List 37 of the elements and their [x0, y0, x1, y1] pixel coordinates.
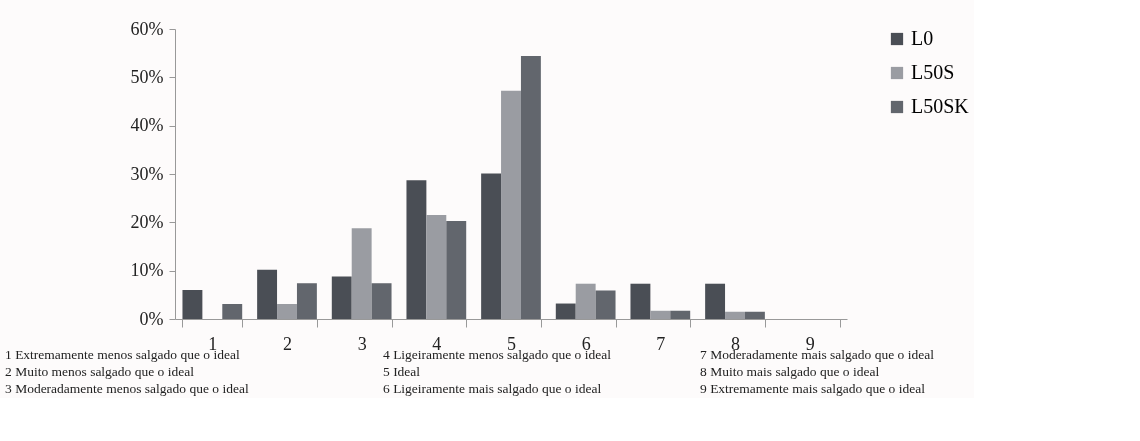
y-tick-label: 60%	[130, 18, 164, 39]
x-tick-label: 9	[805, 333, 815, 354]
text: 2 Muito menos salgado que o ideal	[5, 364, 195, 379]
text: 8 Muito mais salgado que o ideal	[700, 364, 880, 379]
y-tick-label: 20%	[130, 211, 164, 232]
bar	[406, 180, 427, 319]
x-tick-label: 5	[507, 333, 516, 354]
bar	[595, 290, 616, 319]
y-tick-label: 40%	[130, 115, 164, 136]
bar	[744, 311, 765, 319]
bar	[182, 290, 203, 319]
bar	[481, 173, 502, 319]
y-tick-label: 30%	[130, 163, 164, 184]
x-tick-label: 7	[656, 333, 666, 354]
y-tick-label: 10%	[130, 260, 164, 281]
bar	[705, 283, 726, 319]
text: 9 Extremamente mais salgado que o ideal	[700, 381, 926, 396]
legend-label: L0	[911, 27, 934, 49]
x-tick-label: 3	[357, 333, 367, 354]
x-tick-label: 2	[283, 333, 292, 354]
bar	[331, 276, 352, 319]
text: 6 Ligeiramente mais salgado que o ideal	[383, 381, 602, 396]
text: 3 Moderadamente menos salgado que o ideal	[5, 381, 249, 396]
y-tick-label: 0%	[139, 308, 164, 329]
bar	[257, 269, 278, 319]
y-tick-label: 50%	[130, 66, 164, 87]
bar	[630, 283, 651, 319]
bar	[222, 304, 243, 319]
legend-label: L50S	[911, 61, 955, 83]
bar	[520, 56, 541, 319]
text: 5 Ideal	[383, 364, 421, 379]
bar	[371, 283, 392, 319]
bar	[670, 310, 691, 319]
legend-label: L50SK	[911, 95, 970, 117]
bar	[555, 303, 576, 319]
bar	[446, 220, 467, 319]
bar	[296, 283, 317, 319]
